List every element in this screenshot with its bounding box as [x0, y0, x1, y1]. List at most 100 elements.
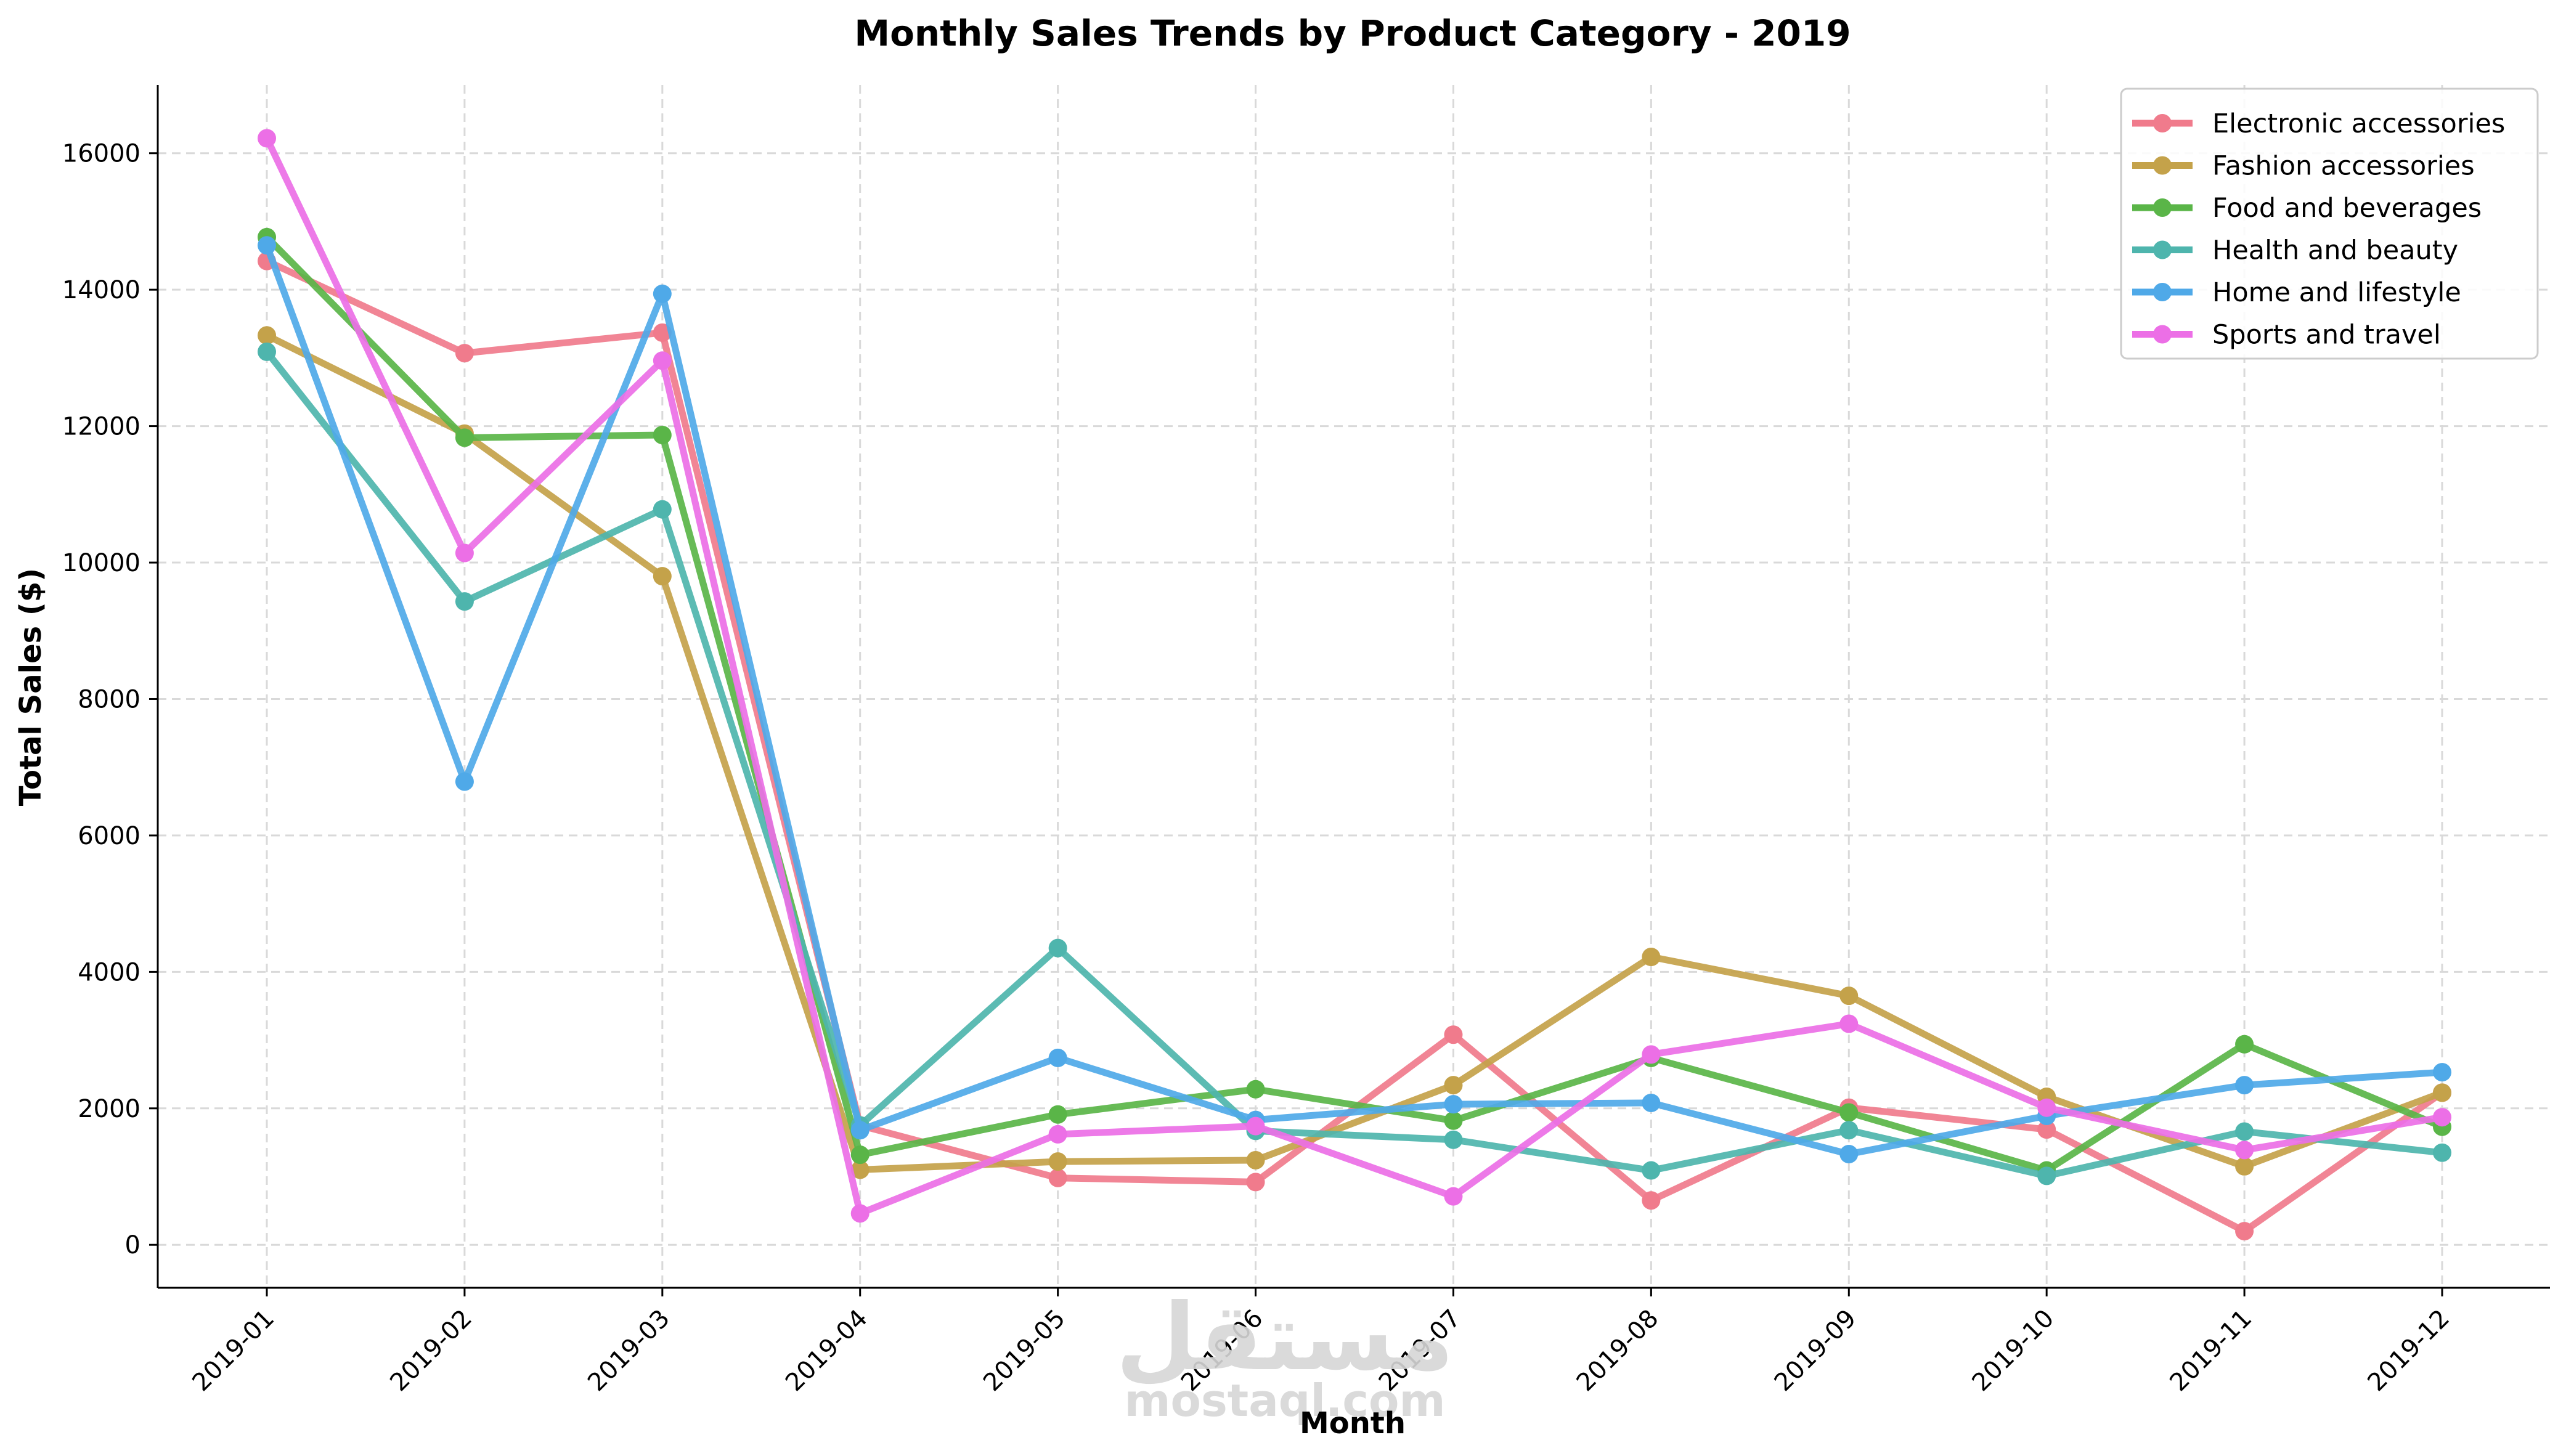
data-point — [1246, 1173, 1265, 1192]
data-point — [1444, 1095, 1463, 1114]
data-point — [258, 342, 276, 361]
data-point — [1444, 1076, 1463, 1095]
legend-label: Electronic accessories — [2212, 108, 2505, 139]
data-point — [1246, 1116, 1265, 1136]
data-point — [1444, 1111, 1463, 1130]
data-point — [653, 567, 672, 586]
legend-label: Health and beauty — [2212, 235, 2458, 266]
data-point — [2235, 1122, 2254, 1141]
y-tick-label: 8000 — [78, 685, 141, 714]
data-point — [653, 500, 672, 519]
legend-item-1: Fashion accessories — [2132, 151, 2475, 182]
data-point — [1839, 986, 1859, 1006]
legend-item-0: Electronic accessories — [2132, 108, 2505, 139]
data-point — [2433, 1083, 2451, 1102]
legend-swatch-marker — [2153, 325, 2172, 344]
watermark: مستقل mostaql.com — [1116, 1284, 1454, 1426]
data-point — [1839, 1144, 1859, 1163]
legend-item-3: Health and beauty — [2132, 235, 2458, 266]
data-point — [455, 428, 474, 447]
watermark-arabic: مستقل — [1116, 1284, 1454, 1391]
y-axis-title: Total Sales ($) — [14, 568, 48, 806]
legend-label: Fashion accessories — [2212, 151, 2475, 182]
data-point — [2037, 1166, 2056, 1186]
data-point — [1444, 1025, 1463, 1044]
data-series — [258, 129, 2451, 1241]
data-point — [258, 236, 276, 255]
legend-item-5: Sports and travel — [2132, 320, 2441, 351]
data-point — [850, 1160, 870, 1179]
grid — [158, 85, 2550, 1288]
x-axis-title: Month — [1300, 1406, 1406, 1441]
data-point — [1444, 1187, 1463, 1206]
data-point — [1839, 1014, 1859, 1033]
data-point — [1642, 1191, 1661, 1210]
legend-swatch-marker — [2153, 198, 2172, 217]
data-point — [455, 344, 474, 363]
data-point — [2433, 1108, 2451, 1127]
y-tick-label: 2000 — [78, 1095, 141, 1123]
chart-title: Monthly Sales Trends by Product Category… — [854, 12, 1851, 54]
series-line — [263, 134, 2446, 1217]
data-point — [455, 543, 474, 563]
series-line — [263, 242, 2446, 1158]
data-point — [2235, 1141, 2254, 1160]
data-point — [850, 1204, 870, 1223]
legend-swatch-marker — [2153, 283, 2172, 301]
y-tick-label: 14000 — [62, 276, 141, 304]
y-tick-label: 16000 — [62, 140, 141, 168]
data-point — [1839, 1121, 1859, 1140]
data-point — [1048, 1125, 1067, 1144]
data-point — [1048, 1105, 1067, 1124]
data-point — [1444, 1130, 1463, 1149]
watermark-latin: mostaql.com — [1124, 1375, 1445, 1426]
legend-label: Home and lifestyle — [2212, 277, 2461, 308]
data-point — [850, 1145, 870, 1165]
data-point — [1048, 1048, 1067, 1067]
data-point — [1642, 1045, 1661, 1064]
data-point — [1048, 1152, 1067, 1171]
y-tick-label: 12000 — [62, 413, 141, 441]
data-point — [653, 284, 672, 303]
legend-swatch-marker — [2153, 240, 2172, 259]
data-point — [2433, 1063, 2451, 1082]
data-point — [850, 1121, 870, 1140]
data-point — [1839, 1103, 1859, 1122]
data-point — [2037, 1098, 2056, 1117]
data-point — [258, 326, 276, 345]
y-tick-label: 4000 — [78, 958, 141, 986]
legend-swatch-marker — [2153, 114, 2172, 132]
data-point — [2037, 1120, 2056, 1139]
data-point — [1048, 938, 1067, 958]
data-point — [2433, 1143, 2451, 1162]
data-point — [1642, 1161, 1661, 1180]
series-line — [263, 234, 2446, 1174]
data-point — [653, 351, 672, 370]
data-point — [2235, 1157, 2254, 1176]
data-point — [455, 772, 474, 791]
y-axis-ticks: 0 2000 4000 6000 8000 10000 12000 14000 16000 — [62, 140, 158, 1259]
legend: Electronic accessories Fashion accessorie… — [2120, 87, 2539, 360]
legend-swatch-marker — [2153, 156, 2172, 175]
data-point — [258, 129, 276, 148]
series-4 — [258, 236, 2451, 1163]
legend-frame — [2120, 87, 2539, 360]
data-point — [1246, 1150, 1265, 1169]
series-line — [263, 348, 2446, 1179]
axes — [157, 85, 2550, 1289]
data-point — [653, 425, 672, 444]
legend-item-4: Home and lifestyle — [2132, 277, 2461, 308]
y-tick-label: 6000 — [78, 822, 141, 850]
data-point — [1642, 1093, 1661, 1112]
data-point — [2235, 1035, 2254, 1054]
legend-label: Sports and travel — [2212, 320, 2441, 351]
data-point — [2235, 1222, 2254, 1241]
y-tick-label: 10000 — [62, 549, 141, 577]
series-5 — [258, 129, 2451, 1223]
legend-item-2: Food and beverages — [2132, 193, 2482, 224]
data-point — [1246, 1080, 1265, 1099]
data-point — [1048, 1168, 1067, 1187]
y-tick-label: 0 — [125, 1231, 141, 1259]
data-point — [1642, 948, 1661, 967]
data-point — [455, 592, 474, 611]
